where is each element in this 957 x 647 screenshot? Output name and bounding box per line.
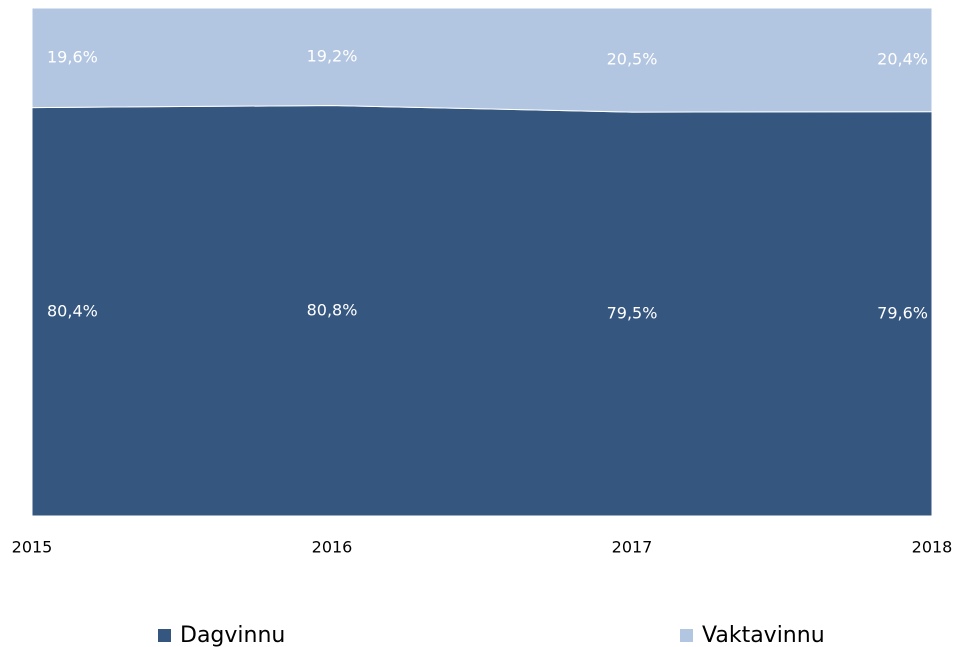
area bbox=[31, 105, 933, 517]
legend-swatch bbox=[680, 629, 693, 642]
data-label: 19,2% bbox=[307, 46, 358, 65]
area bbox=[31, 7, 933, 113]
x-tick-label: 2017 bbox=[612, 538, 653, 557]
data-label: 20,4% bbox=[877, 49, 928, 68]
x-tick-label: 2018 bbox=[912, 538, 953, 557]
data-label: 80,8% bbox=[307, 300, 358, 319]
data-label: 19,6% bbox=[47, 47, 98, 66]
legend-swatch bbox=[158, 629, 171, 642]
legend-label: Dagvinnu bbox=[180, 623, 285, 647]
x-tick-label: 2015 bbox=[12, 538, 53, 557]
x-tick-label: 2016 bbox=[312, 538, 353, 557]
data-label: 79,6% bbox=[877, 303, 928, 322]
legend-label: Vaktavinnu bbox=[702, 623, 825, 647]
data-label: 80,4% bbox=[47, 301, 98, 320]
data-label: 20,5% bbox=[607, 50, 658, 69]
data-label: 79,5% bbox=[607, 304, 658, 323]
